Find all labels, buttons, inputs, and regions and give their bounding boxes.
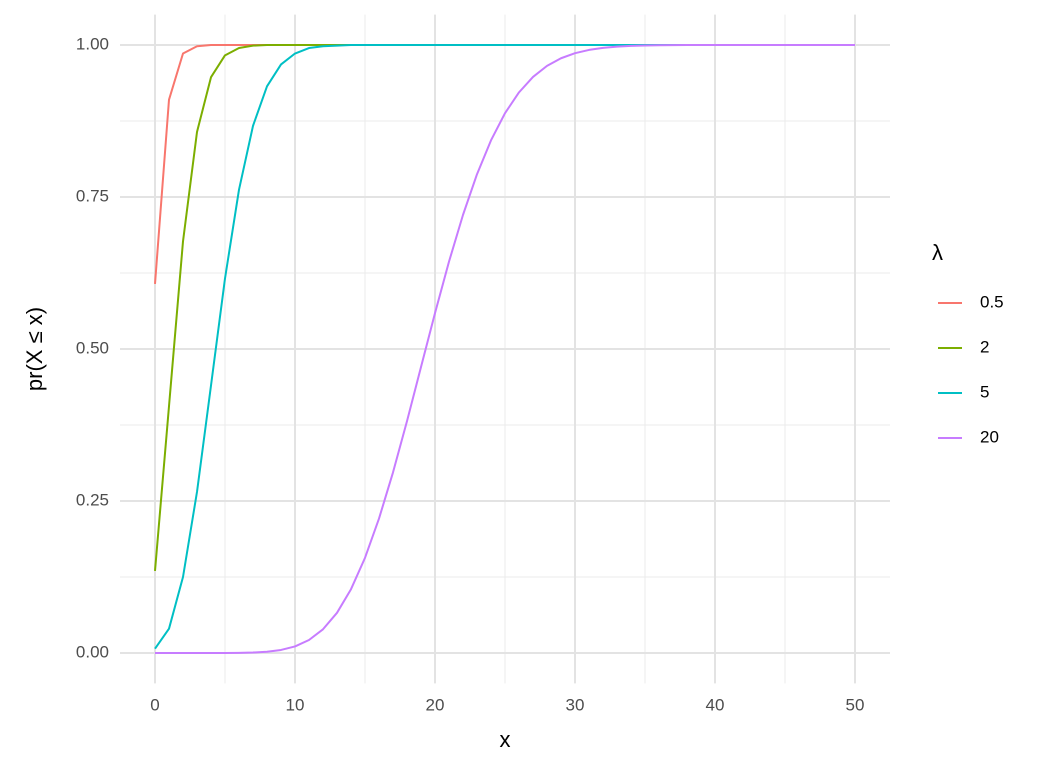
y-tick-label: 0.75 <box>76 186 109 205</box>
x-tick-label: 0 <box>150 695 159 714</box>
y-tick-label: 0.25 <box>76 490 109 509</box>
x-tick-label: 20 <box>426 695 445 714</box>
y-axis-title: pr(X ≤ x) <box>22 307 47 391</box>
y-tick-label: 1.00 <box>76 34 109 53</box>
grid <box>120 14 890 684</box>
x-tick-label: 10 <box>286 695 305 714</box>
x-tick-label: 50 <box>846 695 865 714</box>
y-tick-label: 0.00 <box>76 642 109 661</box>
legend-label: 20 <box>980 427 999 446</box>
x-axis-title: x <box>500 727 511 752</box>
legend-title: λ <box>932 240 943 265</box>
legend-label: 5 <box>980 382 989 401</box>
legend-label: 0.5 <box>980 292 1004 311</box>
x-tick-label: 30 <box>566 695 585 714</box>
x-tick-label: 40 <box>706 695 725 714</box>
y-tick-label: 0.50 <box>76 338 109 357</box>
legend-label: 2 <box>980 337 989 356</box>
series-line <box>155 44 855 654</box>
